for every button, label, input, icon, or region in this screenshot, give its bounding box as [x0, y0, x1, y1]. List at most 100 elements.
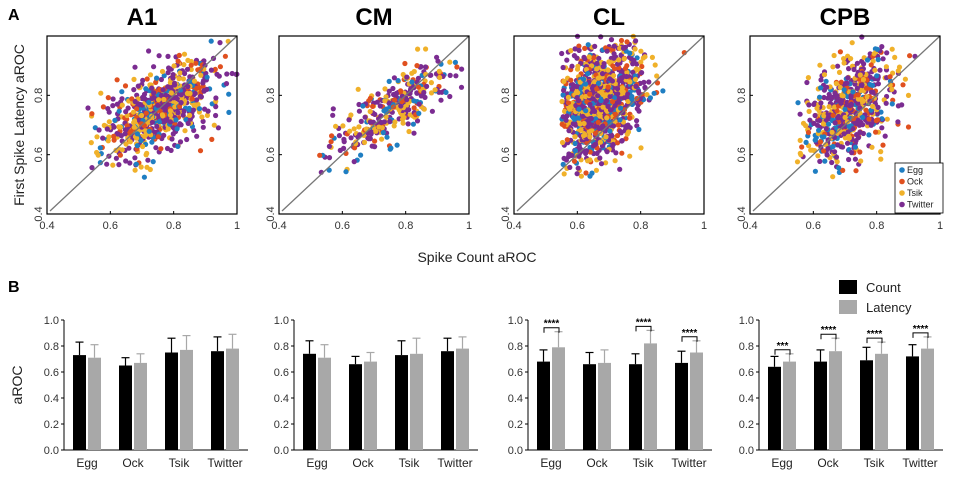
scatter-point-tsik	[619, 85, 626, 91]
scatter-point-tsik	[131, 124, 137, 130]
bar-latency-tsik	[410, 353, 423, 450]
scatter-point-twitter	[140, 77, 146, 83]
scatter-point-tsik	[797, 137, 803, 143]
x-tick-label: 1	[466, 220, 472, 232]
plot-frame	[278, 35, 470, 215]
scatter-point-ock	[838, 79, 844, 85]
scatter-point-twitter	[372, 144, 378, 150]
scatter-point-twitter	[336, 133, 342, 139]
scatter-point-tsik	[578, 127, 584, 133]
x-tick-label: 0.4	[39, 220, 54, 232]
scatter-point-twitter	[646, 79, 652, 85]
scatter-point-tsik	[105, 138, 111, 144]
scatter-point-ock	[100, 104, 106, 110]
scatter-point-twitter	[861, 61, 867, 67]
scatter-point-ock	[144, 76, 150, 82]
scatter-point-twitter	[330, 106, 336, 112]
scatter-point-twitter	[627, 125, 633, 131]
scatter-point-tsik	[204, 112, 210, 118]
y-tick-label: 0.6	[500, 147, 512, 162]
scatter-point-egg	[149, 139, 155, 145]
y-tick-label: 0.8	[739, 341, 754, 353]
scatter-point-egg	[443, 89, 449, 95]
legend-label-tsik: Tsik	[907, 188, 923, 198]
scatter-point-tsik	[391, 123, 397, 129]
scatter-point-egg	[386, 78, 392, 84]
scatter-point-ock	[189, 96, 195, 102]
scatter-point-egg	[138, 137, 144, 144]
scatter-point-twitter	[827, 94, 833, 100]
scatter-point-twitter	[177, 121, 183, 127]
x-tick-label: 0.6	[103, 220, 118, 232]
bar-latency-egg	[552, 347, 565, 450]
scatter-point-tsik	[428, 80, 434, 86]
bar-panel-cpb: 0.0 0.2 0.4 0.6 0.8 1.0 Egg *** Ock **** Tsik **** T…	[739, 315, 943, 470]
scatter-point-twitter	[175, 110, 181, 116]
scatter-point-twitter	[213, 95, 219, 101]
scatter-point-twitter	[390, 85, 396, 92]
bar-latency-ock	[364, 361, 377, 450]
scatter-point-egg	[116, 108, 122, 114]
scatter-point-twitter	[151, 64, 157, 70]
scatter-point-twitter	[611, 55, 617, 61]
legend-marker-twitter	[899, 201, 905, 208]
scatter-point-tsik	[600, 92, 606, 98]
scatter-point-twitter	[398, 103, 404, 109]
scatter-point-twitter	[806, 102, 812, 108]
significance-marker: ****	[867, 329, 883, 340]
scatter-point-twitter	[604, 149, 610, 155]
scatter-point-twitter	[229, 70, 235, 77]
scatter-point-ock	[619, 150, 625, 156]
scatter-point-tsik	[621, 56, 627, 62]
scatter-point-tsik	[199, 114, 205, 120]
scatter-point-tsik	[559, 139, 566, 146]
scatter-point-twitter	[151, 95, 157, 101]
scatter-point-twitter	[414, 118, 421, 124]
significance-bracket	[820, 333, 837, 340]
scatter-point-twitter	[812, 112, 818, 119]
scatter-point-tsik	[654, 73, 660, 79]
scatter-point-egg	[823, 78, 829, 84]
scatter-point-ock	[367, 95, 373, 101]
scatter-point-twitter	[381, 119, 387, 125]
scatter-point-twitter	[875, 81, 882, 87]
scatter-point-twitter	[825, 146, 831, 152]
scatter-point-ock	[155, 134, 161, 140]
scatter-point-ock	[609, 99, 616, 105]
scatter-point-tsik	[841, 60, 847, 66]
scatter-point-twitter	[106, 109, 112, 115]
scatter-point-ock	[614, 133, 621, 139]
category-label-twitter: Twitter	[902, 456, 937, 470]
scatter-point-tsik	[831, 52, 837, 59]
scatter-point-egg	[134, 131, 140, 137]
scatter-point-twitter	[337, 147, 343, 153]
scatter-point-tsik	[167, 112, 174, 118]
y-tick-label: 0.6	[33, 147, 45, 162]
legend-label-egg: Egg	[907, 165, 923, 175]
scatter-point-twitter	[569, 63, 575, 69]
legend-swatch-latency	[839, 300, 857, 314]
scatter-point-tsik	[94, 134, 100, 140]
scatter-point-twitter	[566, 128, 572, 134]
scatter-point-twitter	[192, 90, 198, 96]
scatter-point-twitter	[115, 131, 121, 137]
y-tick-label: 0.6	[44, 367, 59, 379]
identity-line	[516, 35, 705, 212]
scatter-point-twitter	[326, 143, 332, 149]
scatter-point-tsik	[834, 159, 840, 165]
scatter-point-ock	[217, 64, 223, 70]
scatter-point-twitter	[439, 89, 445, 95]
scatter-point-ock	[143, 110, 149, 116]
scatter-point-twitter	[200, 118, 206, 124]
scatter-point-twitter	[434, 54, 440, 60]
scatter-point-egg	[146, 99, 152, 105]
scatter-point-tsik	[132, 167, 138, 173]
scatter-point-tsik	[184, 90, 190, 97]
category-label-twitter: Twitter	[437, 456, 472, 470]
scatter-point-twitter	[224, 71, 230, 77]
scatter-point-tsik	[117, 124, 123, 130]
scatter-point-twitter	[797, 111, 803, 117]
scatter-point-twitter	[604, 98, 610, 104]
scatter-point-twitter	[415, 75, 421, 81]
scatter-point-tsik	[396, 107, 402, 113]
